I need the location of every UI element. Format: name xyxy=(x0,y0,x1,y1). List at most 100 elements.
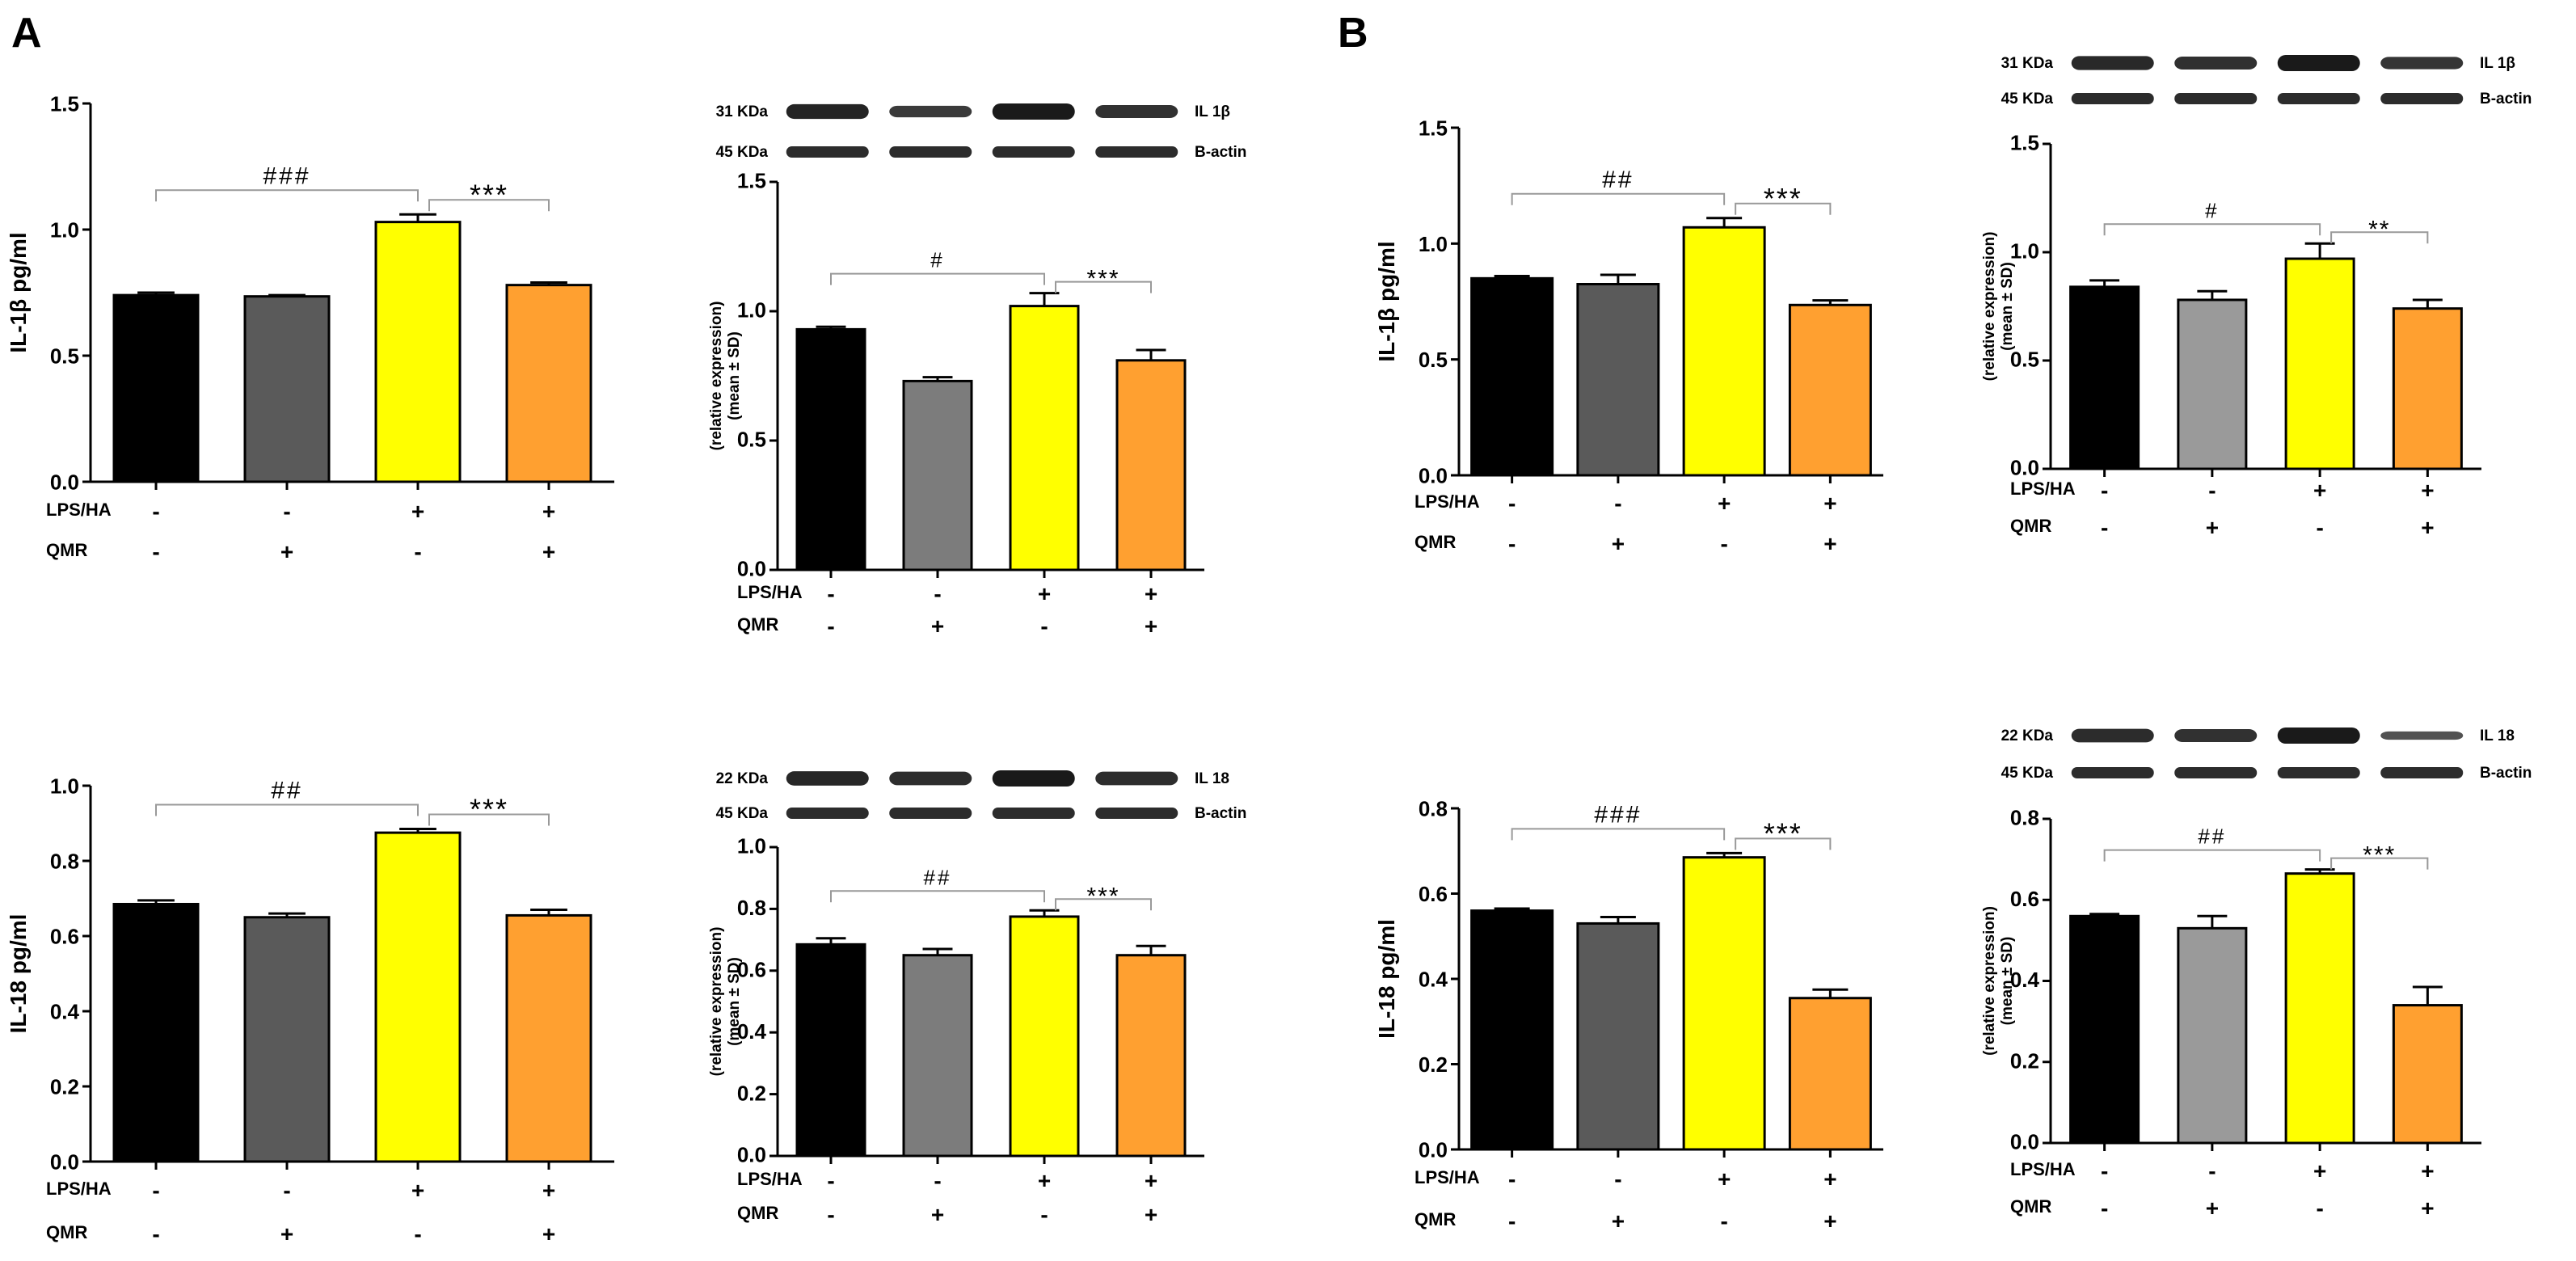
y-tick-label: 1.5 xyxy=(2010,131,2039,155)
y-tick-label: 0.6 xyxy=(50,924,79,948)
treatment-sign: - xyxy=(934,1168,941,1193)
bracket-star xyxy=(1055,898,1152,911)
y-tick-label: 1.5 xyxy=(50,91,79,116)
bar xyxy=(795,327,866,571)
western-blot: 22 KDa 45 KDa IL 18 B-actin xyxy=(716,770,1246,822)
blot-band-actin xyxy=(889,808,972,819)
bracket-hash xyxy=(830,272,1045,285)
y-axis-label: (relative expression) xyxy=(1981,232,1998,382)
treatment-sign: + xyxy=(1612,1208,1625,1234)
treatment-sign: - xyxy=(2101,1158,2108,1183)
treatment-sign: - xyxy=(2208,478,2216,503)
y-tick-label: 0.5 xyxy=(50,344,79,368)
blot-band-top xyxy=(2071,56,2154,70)
blot-band-actin xyxy=(786,146,869,158)
blot-band-top xyxy=(2174,56,2258,70)
chart-A-il18-wb: 0.0 0.2 0.4 0.6 0.8 1.0 (relative expression)(… xyxy=(708,770,1246,1227)
chart-B-il1b-elisa: 0.0 0.5 1.0 1.5 IL-1β pg/ml ## *** LPS/HA - - + + QM… xyxy=(1374,116,1883,556)
row-label: LPS/HA xyxy=(1414,1167,1480,1187)
bar xyxy=(374,831,462,1163)
sig-hash-label: ### xyxy=(263,162,310,189)
bar xyxy=(1009,305,1080,571)
sig-star-label: *** xyxy=(470,792,508,825)
sig-hash-label: # xyxy=(930,248,944,272)
treatment-sign: - xyxy=(1508,491,1516,516)
y-tick-label: 0.2 xyxy=(737,1081,766,1105)
y-axis-label: (relative expression) xyxy=(708,302,725,451)
treatment-sign: + xyxy=(2313,1158,2326,1183)
y-tick-label: 0.6 xyxy=(1419,882,1448,906)
treatment-sign: - xyxy=(2101,1196,2108,1221)
blot-top-name: IL 1β xyxy=(1195,103,1230,120)
western-blot: 22 KDa 45 KDa IL 18 B-actin xyxy=(2001,728,2532,782)
y-tick-label: 0.2 xyxy=(50,1074,79,1099)
bar xyxy=(902,954,973,1158)
bracket-hash xyxy=(1511,828,1726,841)
treatment-sign: + xyxy=(1823,1166,1836,1191)
y-axis-label-sub: (mean ± SD) xyxy=(726,957,743,1046)
treatment-sign: - xyxy=(1614,1166,1621,1191)
western-blot: 31 KDa 45 KDa IL 1β B-actin xyxy=(716,103,1246,161)
treatment-sign: - xyxy=(2208,1158,2216,1183)
y-tick-label: 0.6 xyxy=(2010,887,2039,911)
sig-hash-label: ## xyxy=(924,865,952,889)
treatment-sign: - xyxy=(152,1221,159,1246)
bar xyxy=(374,221,462,483)
y-tick-label: 0.4 xyxy=(2010,968,2040,992)
panel-label-a: A xyxy=(11,10,42,57)
blot-band-actin xyxy=(2174,93,2258,104)
bar xyxy=(2392,307,2463,470)
treatment-sign: + xyxy=(1823,1208,1836,1234)
treatment-sign: - xyxy=(1720,531,1727,556)
blot-band-actin xyxy=(2380,767,2464,778)
treatment-sign: + xyxy=(2421,1196,2434,1221)
blot-band-top xyxy=(2277,55,2360,71)
treatment-sign: + xyxy=(1038,1168,1051,1193)
y-tick-label: 1.0 xyxy=(1419,232,1448,256)
bracket-star xyxy=(428,199,550,212)
blot-top-mw: 22 KDa xyxy=(2001,728,2054,744)
treatment-sign: + xyxy=(2206,1196,2219,1221)
y-tick-label: 0.8 xyxy=(1419,796,1448,820)
bracket-hash xyxy=(155,189,419,202)
panel-label-b: B xyxy=(1338,10,1368,57)
bar xyxy=(1470,909,1554,1151)
sig-hash-label: ## xyxy=(2198,824,2226,849)
y-tick-label: 0.0 xyxy=(737,557,766,581)
bracket-star xyxy=(2330,231,2429,244)
blot-band-actin xyxy=(2277,767,2360,778)
bar xyxy=(1470,276,1554,477)
y-tick-label: 1.0 xyxy=(2010,239,2039,264)
bracket-hash xyxy=(155,803,419,816)
y-tick-label: 0.8 xyxy=(2010,806,2039,830)
blot-band-actin xyxy=(992,808,1075,819)
charts-container: 0.00.51.01.5IL-1β pg/ml###***LPS/HA - - + +Q… xyxy=(6,55,2532,1246)
y-tick-label: 0.0 xyxy=(737,1143,766,1167)
bracket-star xyxy=(1735,202,1832,215)
treatment-sign: - xyxy=(934,581,941,606)
blot-top-mw: 31 KDa xyxy=(2001,55,2054,72)
y-tick-label: 0.8 xyxy=(737,896,766,920)
bracket-hash xyxy=(2103,849,2321,862)
bar xyxy=(112,902,200,1163)
y-tick-label: 0.5 xyxy=(737,428,766,452)
blot-band-top xyxy=(2277,728,2360,744)
blot-band-top xyxy=(992,770,1075,787)
treatment-sign: + xyxy=(2421,1158,2434,1183)
sig-star-label: ** xyxy=(2368,216,2390,242)
chart-A-il1b-wb: 0.0 0.5 1.0 1.5 (relative expression) (mean ±… xyxy=(708,103,1246,639)
y-tick-label: 0.4 xyxy=(50,999,80,1023)
blot-band-top xyxy=(1095,105,1178,118)
y-tick-label: 0.6 xyxy=(737,958,766,982)
bar xyxy=(1682,226,1766,477)
chart-A-il18-elisa: 0.0 0.2 0.4 0.6 0.8 1.0 IL-18 pg/ml ## *** LPS/HA… xyxy=(6,774,614,1246)
bar xyxy=(1788,997,1872,1151)
treatment-sign: - xyxy=(827,581,834,606)
treatment-sign: + xyxy=(280,539,293,564)
treatment-sign: - xyxy=(152,499,159,524)
bracket-star xyxy=(1735,837,1832,850)
bar xyxy=(2392,1004,2463,1145)
blot-band-top xyxy=(2174,729,2258,742)
row-label: QMR xyxy=(46,540,87,560)
